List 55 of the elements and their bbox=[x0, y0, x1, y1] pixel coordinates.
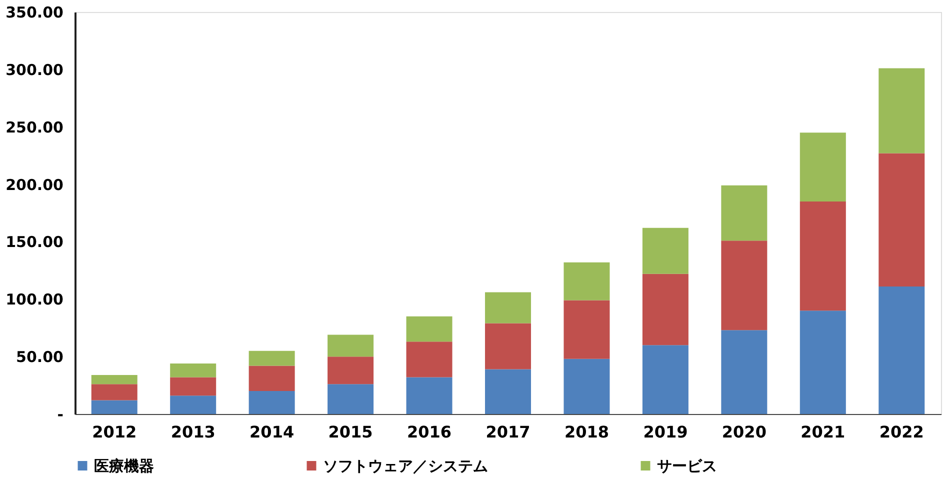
bar bbox=[170, 396, 216, 414]
y-tick-label: 250.00 bbox=[6, 118, 64, 136]
legend-label: ソフトウェア／システム bbox=[323, 456, 488, 475]
y-tick-label: - bbox=[57, 406, 64, 424]
legend-label: 医療機器 bbox=[94, 456, 154, 475]
y-tick-label: 200.00 bbox=[6, 176, 64, 194]
bar bbox=[721, 185, 768, 241]
y-tick-label: 350.00 bbox=[6, 4, 64, 22]
bar bbox=[328, 334, 374, 357]
bar bbox=[170, 377, 216, 396]
y-tick-label: 100.00 bbox=[6, 290, 64, 309]
y-tick-label: 150.00 bbox=[6, 233, 64, 252]
bar bbox=[328, 356, 374, 384]
bar bbox=[170, 363, 216, 378]
x-tick-label: 2015 bbox=[328, 422, 373, 442]
x-tick-label: 2018 bbox=[564, 422, 609, 442]
bar bbox=[406, 316, 452, 342]
bar bbox=[406, 377, 452, 414]
bar bbox=[721, 330, 768, 414]
bar bbox=[642, 228, 688, 274]
bar bbox=[91, 374, 138, 384]
y-tick-label: 50.00 bbox=[16, 348, 64, 366]
bar bbox=[485, 323, 531, 370]
x-tick-label: 2017 bbox=[486, 422, 530, 442]
x-tick-label: 2012 bbox=[92, 422, 137, 442]
bar bbox=[878, 68, 925, 154]
y-tick-label: 300.00 bbox=[6, 60, 64, 79]
x-tick-label: 2016 bbox=[407, 422, 452, 442]
bar bbox=[406, 342, 452, 378]
bar bbox=[485, 292, 531, 324]
x-tick-label: 2020 bbox=[722, 422, 766, 442]
bar bbox=[721, 240, 768, 330]
x-tick-label: 2014 bbox=[250, 422, 294, 442]
bar bbox=[485, 369, 531, 414]
legend-label: サービス bbox=[657, 456, 717, 475]
bar bbox=[878, 153, 925, 287]
bar bbox=[91, 400, 138, 414]
x-tick-label: 2013 bbox=[170, 422, 216, 442]
bar bbox=[800, 310, 846, 414]
bar bbox=[878, 286, 925, 414]
bar bbox=[248, 366, 295, 392]
bar bbox=[800, 132, 846, 202]
bar bbox=[91, 384, 138, 400]
bar bbox=[248, 350, 295, 366]
x-tick-label: 2022 bbox=[879, 422, 924, 442]
bar bbox=[564, 300, 610, 359]
x-tick-label: 2019 bbox=[643, 422, 688, 442]
bar bbox=[564, 358, 610, 414]
bar bbox=[564, 262, 610, 300]
x-tick-label: 2021 bbox=[800, 422, 846, 442]
bar bbox=[328, 384, 374, 414]
bar bbox=[248, 391, 295, 414]
bar bbox=[642, 274, 688, 346]
bar bbox=[800, 202, 846, 311]
bar bbox=[642, 345, 688, 414]
